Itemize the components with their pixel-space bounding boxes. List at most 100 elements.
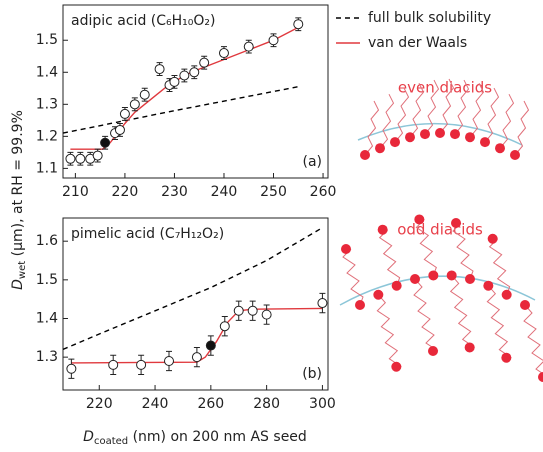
molecule-head	[375, 143, 385, 154]
molecule-head	[465, 274, 475, 285]
data-point	[317, 298, 328, 309]
y-label-main: D	[10, 279, 26, 290]
molecule-head	[520, 300, 530, 310]
x-tick-label: 230	[161, 184, 188, 200]
molecule-chain	[484, 87, 500, 143]
molecule-illustrations	[341, 78, 543, 382]
molecule-head	[410, 274, 420, 285]
molecule-chain	[415, 219, 437, 276]
data-point	[75, 153, 86, 164]
molecule-chain	[499, 93, 515, 149]
y-tick-label: 1.6	[36, 233, 58, 249]
data-point	[179, 70, 190, 81]
model-line	[70, 26, 299, 150]
molecule-head	[360, 150, 370, 160]
illustration-label: even diacids	[398, 79, 492, 97]
data-point	[191, 352, 202, 363]
molecule-chain	[454, 79, 470, 135]
molecule-head	[451, 218, 461, 229]
x-label-main: D	[83, 429, 94, 445]
molecule-head	[414, 214, 425, 225]
molecule-head	[450, 129, 460, 140]
molecule-chain	[514, 100, 530, 156]
molecule-chain	[523, 304, 543, 375]
data-point	[218, 48, 229, 59]
y-tick-label: 1.4	[36, 64, 58, 80]
molecule-chain	[452, 222, 474, 280]
model-line	[62, 227, 323, 351]
data-point	[268, 35, 279, 46]
y-tick-label: 1.3	[36, 96, 58, 112]
molecule-head	[501, 289, 512, 300]
panel-label: (b)	[302, 366, 322, 382]
molecule-head	[483, 280, 494, 291]
y-axis-label: Dwet (μm), at RH = 99.9%	[10, 110, 28, 290]
model-line	[62, 86, 299, 134]
panel-title: pimelic acid (C₇H₁₂O₂)	[71, 226, 224, 242]
molecule-head	[446, 270, 457, 281]
molecule-chain	[469, 82, 485, 138]
data-point	[293, 19, 304, 30]
molecule-head	[428, 270, 439, 281]
molecule-head	[538, 372, 543, 382]
data-point	[189, 67, 200, 78]
y-tick-label: 1.1	[36, 160, 58, 176]
plot-frame	[62, 4, 329, 179]
panel-label: (a)	[302, 154, 322, 170]
y-tick-label: 1.5	[36, 32, 58, 48]
data-point	[164, 356, 174, 367]
molecule-chain	[449, 275, 475, 348]
molecule-head	[391, 361, 402, 372]
molecule-chain	[342, 248, 364, 306]
molecule-head	[510, 150, 520, 160]
molecule-chain	[379, 93, 395, 149]
y-tick-label: 1.5	[36, 272, 58, 288]
x-tick-label: 260	[197, 396, 224, 412]
data-point	[108, 359, 119, 370]
data-point	[114, 124, 125, 135]
molecule-head	[355, 300, 365, 310]
data-point	[119, 108, 130, 119]
x-axis-label: Dcoated (nm) on 200 nm AS seed	[83, 429, 307, 447]
x-label-sub: coated	[94, 436, 128, 447]
molecule-chain	[439, 78, 455, 134]
legend-label: full bulk solubility	[368, 10, 491, 26]
molecule-head	[480, 137, 490, 148]
legend-label: van der Waals	[368, 35, 467, 51]
data-point	[129, 99, 140, 110]
molecule-head	[464, 342, 475, 353]
micelle-arc	[339, 275, 536, 306]
x-tick-label: 220	[86, 396, 113, 412]
molecule-head	[487, 233, 498, 244]
molecule-head	[377, 224, 388, 235]
molecule-head	[435, 128, 445, 138]
data-point	[247, 305, 258, 316]
y-tick-label: 1.3	[36, 349, 58, 365]
molecule-chain	[409, 82, 425, 138]
molecule-chain	[378, 229, 401, 286]
molecule-head	[501, 352, 512, 363]
data-point	[66, 363, 77, 374]
molecule-chain	[413, 278, 439, 352]
y-tick-label: 1.4	[36, 310, 58, 326]
molecule-head	[428, 346, 438, 357]
molecule-head	[405, 132, 415, 143]
x-tick-label: 300	[309, 396, 336, 412]
molecule-chain	[376, 294, 402, 368]
y-label-rest: (μm), at RH = 99.9%	[10, 110, 26, 261]
x-tick-label: 240	[142, 396, 169, 412]
x-tick-label: 260	[310, 184, 337, 200]
data-point	[92, 150, 103, 161]
data-point	[136, 359, 147, 370]
panel-title: adipic acid (C₆H₁₀O₂)	[71, 13, 215, 29]
molecule-chain	[424, 79, 440, 135]
data-point	[243, 41, 254, 52]
data-point	[65, 153, 76, 164]
micelle-arc	[357, 123, 523, 146]
data-point	[205, 340, 216, 351]
illustration-label: odd diacids	[397, 221, 483, 239]
x-tick-label: 250	[260, 184, 287, 200]
molecule-head	[420, 129, 430, 140]
molecule-chain	[364, 100, 380, 156]
